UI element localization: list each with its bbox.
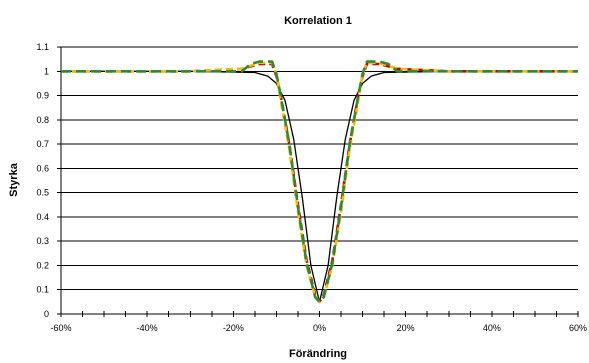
y-tick-label-6: 0.6	[36, 163, 49, 173]
series-line-2	[61, 62, 578, 304]
y-tick-label-1: 0.1	[36, 285, 49, 295]
series-lines	[61, 60, 578, 304]
y-tick-label-9: 0.9	[36, 91, 49, 101]
x-tick-label-6: 60%	[569, 323, 587, 333]
y-tick-labels: 0 0.1 0.2 0.3 0.4 0.5 0.6 0.7 0.8 0.9 1 1.1	[36, 42, 49, 319]
grid-lines	[61, 46, 578, 291]
y-tick-label-10: 1	[44, 66, 49, 76]
x-axis-label: Förändring	[289, 348, 347, 360]
y-tick-label-2: 0.2	[36, 260, 49, 270]
x-tick-label-3: 0%	[313, 323, 326, 333]
y-tick-label-11: 1.1	[36, 42, 49, 52]
y-tick-label-4: 0.4	[36, 212, 49, 222]
x-tick-label-4: 20%	[397, 323, 415, 333]
x-tick-label-2: -20%	[223, 323, 244, 333]
series-line-4	[61, 60, 578, 304]
x-tick-label-1: -40%	[137, 323, 158, 333]
y-tick-label-8: 0.8	[36, 115, 49, 125]
y-tick-label-3: 0.3	[36, 236, 49, 246]
y-tick-label-7: 0.7	[36, 139, 49, 149]
axes	[57, 46, 579, 317]
y-tick-label-5: 0.5	[36, 188, 49, 198]
x-tick-label-0: -60%	[50, 323, 71, 333]
series-line-3	[61, 61, 578, 304]
series-line-1	[61, 70, 578, 303]
chart-title: Korrelation 1	[284, 15, 352, 27]
y-tick-label-0: 0	[44, 309, 49, 319]
y-axis-label: Styrka	[8, 162, 20, 197]
x-tick-labels: -60% -40% -20% 0% 20% 40% 60%	[50, 323, 587, 333]
x-tick-label-5: 40%	[483, 323, 501, 333]
